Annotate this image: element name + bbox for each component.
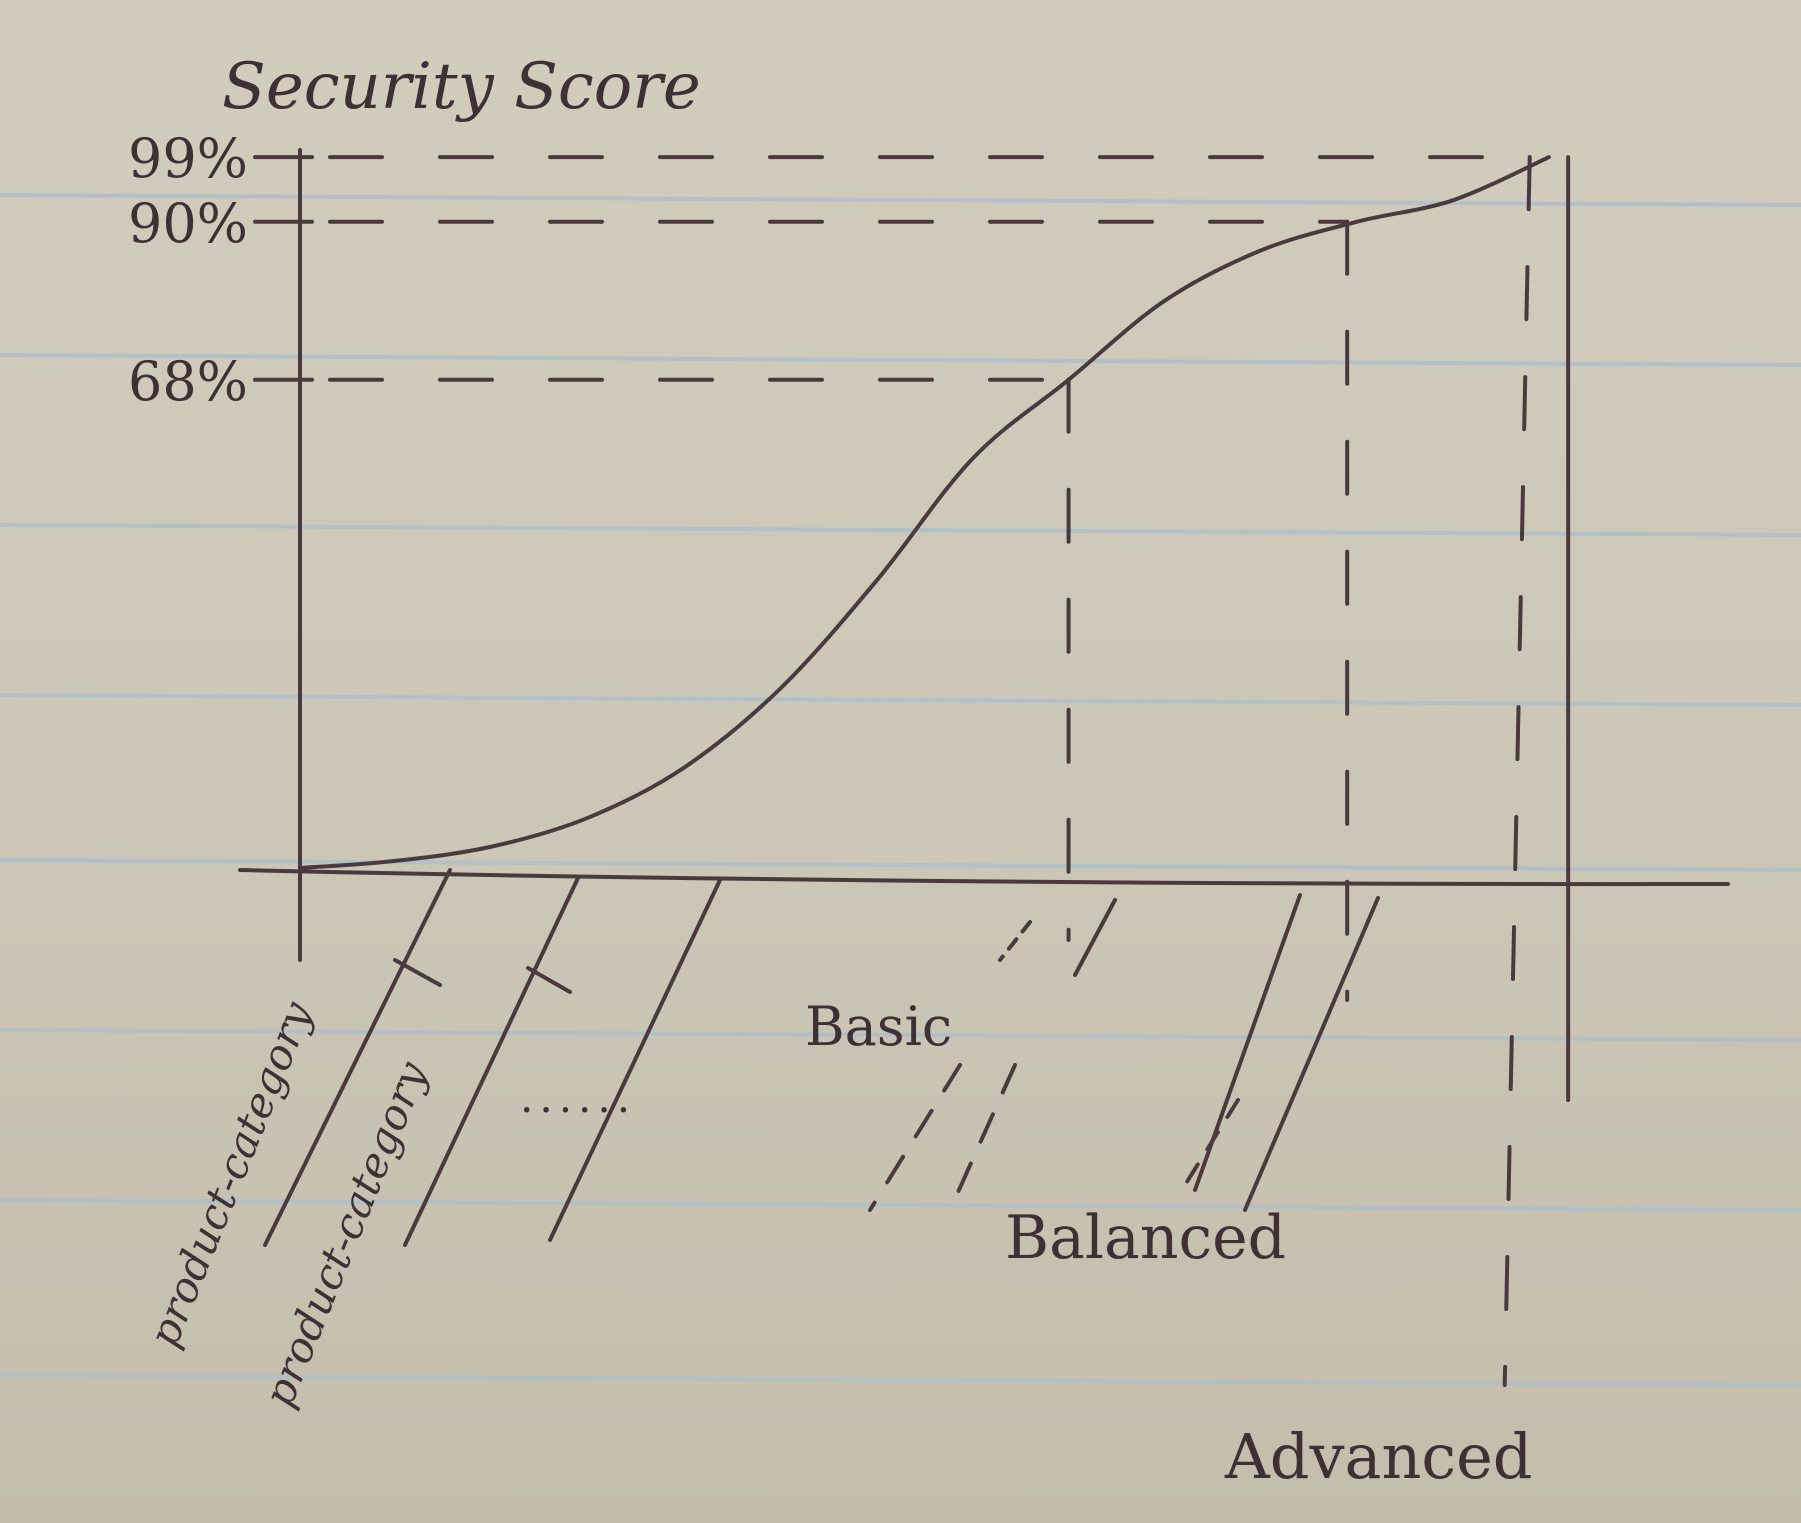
security-score-curve xyxy=(298,155,1551,870)
paper-rule-7 xyxy=(0,1198,1801,1212)
x-axis-line xyxy=(238,868,1730,887)
category-tick-1 xyxy=(393,958,442,987)
hatch-line-2 xyxy=(403,876,580,1247)
hatch-line-9 xyxy=(1243,896,1380,1212)
y-axis-label: Security Score xyxy=(222,50,701,124)
hatch-line-4 xyxy=(998,920,1032,962)
hatch-line-3 xyxy=(548,878,722,1242)
tier-label-basic: Basic xyxy=(805,995,952,1058)
y-tick-label-2: 90% xyxy=(128,192,248,255)
hatch-line-5 xyxy=(1073,898,1117,977)
category-hatch-lines xyxy=(263,868,1380,1247)
tier-label-advanced: Advanced xyxy=(1224,1420,1533,1493)
dashed-guide-lines xyxy=(328,155,1571,1387)
paper-rule-8 xyxy=(0,1373,1801,1387)
hatch-line-10 xyxy=(1183,1098,1240,1187)
hatch-line-7 xyxy=(948,1063,1017,1212)
paper-ruled-lines xyxy=(0,193,1801,1387)
category-tick-2 xyxy=(526,966,572,994)
y-axis-ticks: 99%90% 68% xyxy=(128,127,314,413)
paper-rule-5 xyxy=(0,858,1801,872)
paper-rule-4 xyxy=(0,693,1801,707)
ellipsis-label: ...... xyxy=(520,1073,636,1122)
paper-rule-6 xyxy=(0,1028,1801,1042)
paper-rule-3 xyxy=(0,523,1801,537)
y-tick-label-1: 99% xyxy=(128,127,248,190)
tier-label-balanced: Balanced xyxy=(1005,1203,1286,1273)
v-guide-3 xyxy=(1502,155,1532,1387)
hatch-line-6 xyxy=(868,1063,962,1212)
hatch-line-1 xyxy=(263,868,452,1247)
paper-rule-2 xyxy=(0,353,1801,367)
y-tick-label-3: 68% xyxy=(128,350,248,413)
